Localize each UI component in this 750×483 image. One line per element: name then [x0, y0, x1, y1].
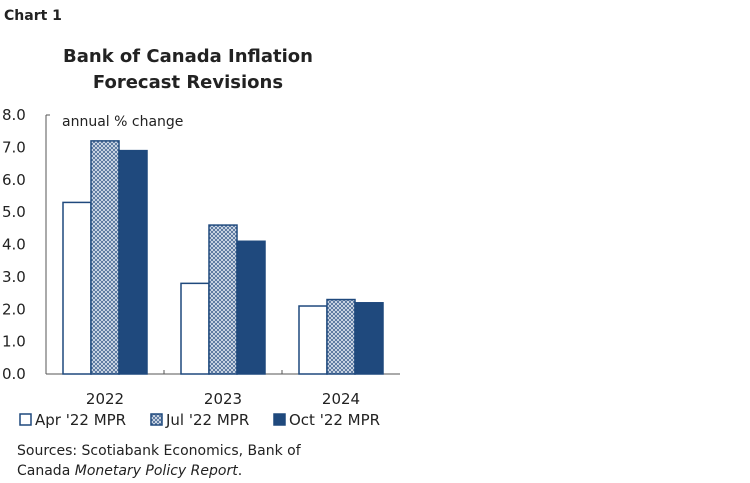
y-tick-label: 5.0 — [2, 203, 26, 221]
chart-title-line-2: Forecast Revisions — [93, 72, 283, 93]
bar-2024-1 — [326, 298, 356, 375]
sources-italic: Monetary Policy Report — [75, 463, 238, 479]
y-tick-label: 7.0 — [2, 138, 26, 156]
sources-line-2: Canada Monetary Policy Report. — [17, 463, 242, 479]
legend-label-2: Oct '22 MPR — [289, 411, 380, 429]
x-tick-label: 2023 — [204, 390, 242, 408]
y-tick-label: 8.0 — [2, 106, 26, 124]
y-axis-label: annual % change — [62, 114, 183, 130]
y-tick-label: 1.0 — [2, 333, 26, 351]
legend-swatch-0 — [19, 413, 32, 426]
x-tick-label: 2022 — [86, 390, 124, 408]
bar-2023-2 — [236, 240, 266, 375]
sources-end: . — [238, 463, 242, 479]
sources-line-1: Sources: Scotiabank Economics, Bank of — [17, 443, 302, 459]
bar-2022-0 — [62, 201, 92, 375]
bar-2022-1 — [90, 140, 120, 375]
y-tick-label: 2.0 — [2, 300, 26, 318]
chart-label: Chart 1 — [4, 8, 62, 24]
legend-swatch-1 — [150, 413, 163, 426]
bar-2023-1 — [208, 224, 238, 375]
y-tick-label: 0.0 — [2, 365, 26, 383]
bar-2024-2 — [354, 302, 384, 375]
chart-title-line-1: Bank of Canada Inflation — [63, 46, 313, 67]
legend-label-1: Jul '22 MPR — [165, 411, 249, 429]
y-tick-label: 3.0 — [2, 268, 26, 286]
bar-2023-0 — [180, 282, 210, 375]
legend-label-0: Apr '22 MPR — [35, 411, 126, 429]
legend-swatch-2 — [273, 413, 286, 426]
x-tick-label: 2024 — [322, 390, 360, 408]
bar-2024-0 — [298, 305, 328, 375]
y-tick-label: 4.0 — [2, 236, 26, 254]
sources-plain: Canada — [17, 463, 75, 479]
bar-2022-2 — [118, 149, 148, 375]
y-tick-label: 6.0 — [2, 171, 26, 189]
